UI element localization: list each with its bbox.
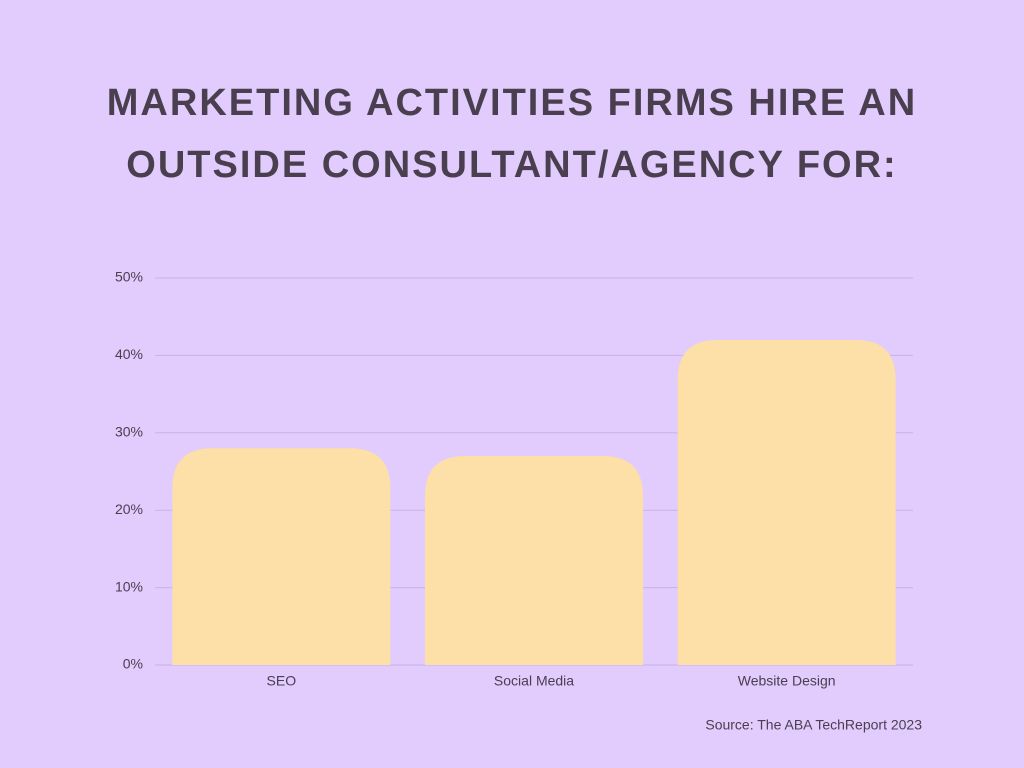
y-tick-label: 50% — [115, 269, 143, 285]
x-tick-label: Social Media — [494, 673, 574, 689]
x-tick-label: SEO — [267, 673, 297, 689]
bar — [425, 456, 643, 665]
x-tick-label: Website Design — [738, 673, 836, 689]
y-tick-label: 20% — [115, 501, 143, 517]
y-tick-label: 30% — [115, 424, 143, 440]
y-tick-label: 40% — [115, 346, 143, 362]
source-note: Source: The ABA TechReport 2023 — [705, 717, 922, 733]
bar — [172, 448, 391, 665]
bar — [677, 339, 896, 665]
y-tick-label: 10% — [115, 578, 143, 594]
y-tick-label: 0% — [123, 656, 143, 672]
chart-title: MARKETING ACTIVITIES FIRMS HIRE AN OUTSI… — [106, 82, 918, 186]
